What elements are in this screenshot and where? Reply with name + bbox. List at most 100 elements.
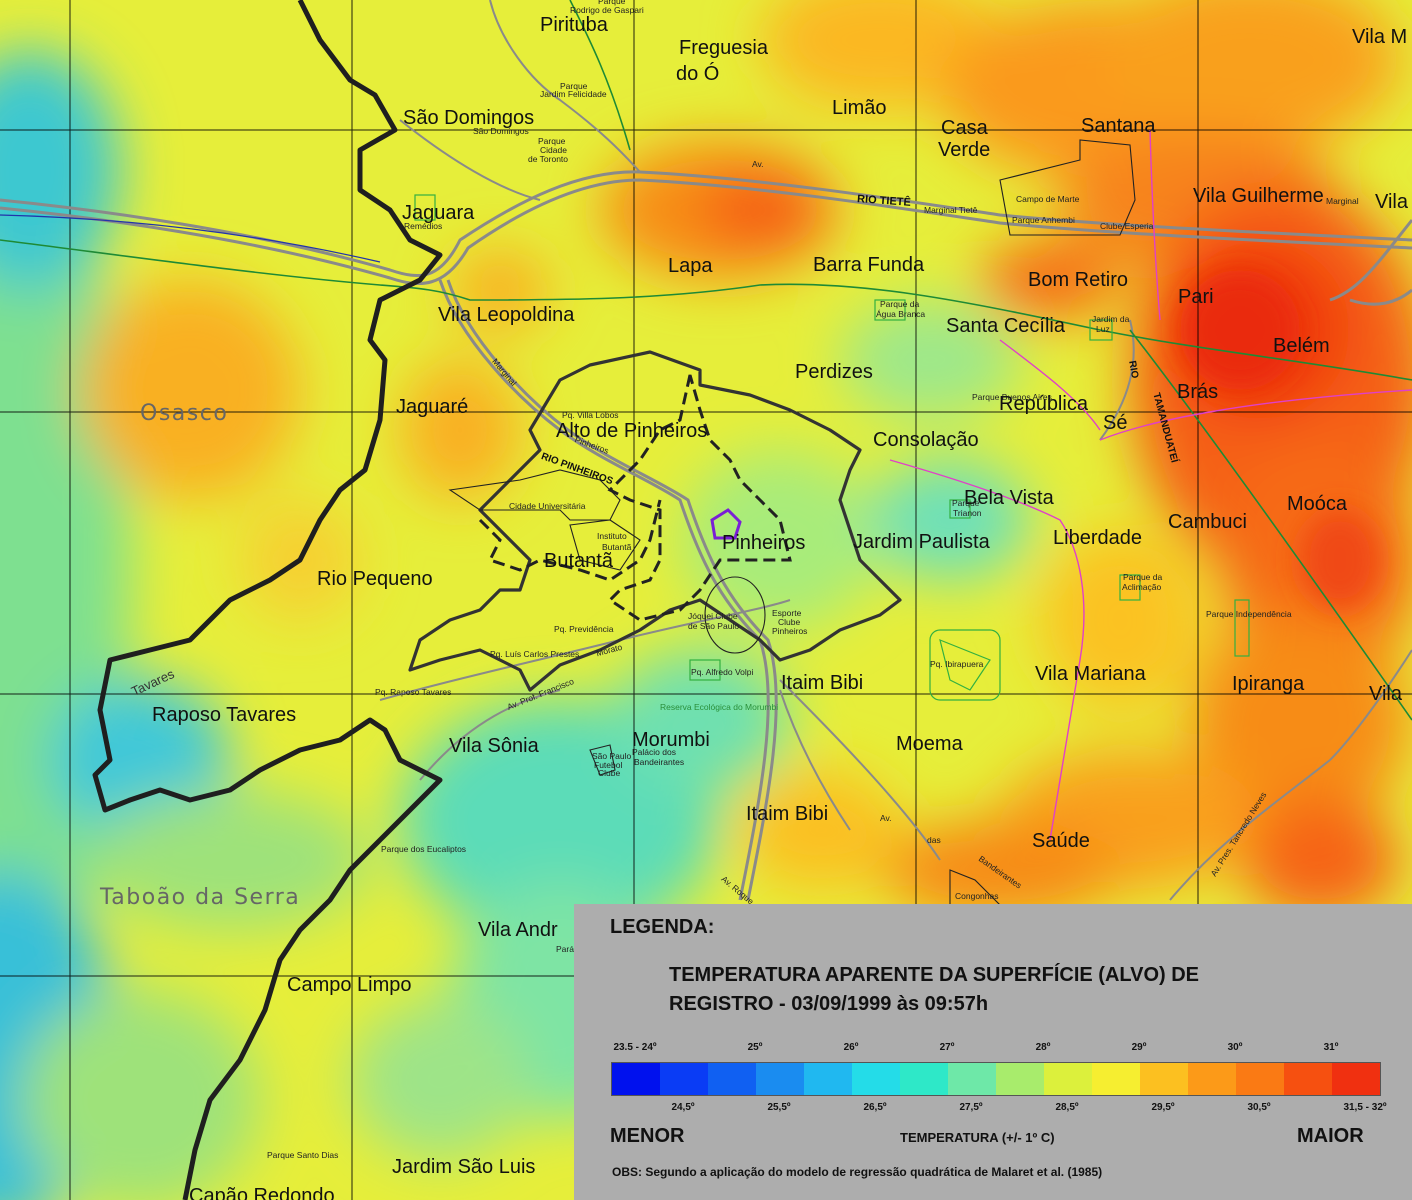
label-consolacao: Consolação <box>873 429 979 451</box>
legend-top-tick: 28º <box>1035 1042 1051 1053</box>
small-reserva-ecologica: Reserva Ecológica do Morumbi <box>660 702 779 712</box>
study-area <box>710 508 742 540</box>
scale-swatch-0 <box>612 1063 660 1095</box>
scale-swatch-2 <box>708 1063 756 1095</box>
small-parque-anhembi: Parque Anhembi <box>1012 215 1075 225</box>
scale-swatch-10 <box>1092 1063 1140 1095</box>
label-capao-redondo: Capão Redondo <box>189 1185 335 1200</box>
small-parque-independencia: Parque Independência <box>1206 609 1292 619</box>
small-parque-felicidade-1: Parque <box>560 81 588 91</box>
small-parque-trianon-2: Trianon <box>953 508 982 518</box>
label-se: Sé <box>1103 412 1128 434</box>
subprefecture-boundary <box>408 350 902 692</box>
label-jardim-sao-luis: Jardim São Luis <box>392 1156 536 1178</box>
small-congonhas: Congonhas <box>955 891 999 901</box>
legend-bottom-tick: 25,5º <box>767 1102 791 1113</box>
label-belem: Belém <box>1273 335 1330 357</box>
label-perdizes: Perdizes <box>795 361 873 383</box>
small-campo-de-marte: Campo de Marte <box>1016 194 1080 204</box>
label-vila-guilherme: Vila Guilherme <box>1193 185 1324 207</box>
river-tamanduatei-label-1: RIO <box>1126 359 1141 380</box>
legend-top-tick: 31º <box>1323 1042 1339 1053</box>
legend-top-tick: 27º <box>939 1042 955 1053</box>
small-parque-aclimacao-2: Aclimação <box>1122 582 1162 592</box>
label-bom-retiro: Bom Retiro <box>1028 269 1129 291</box>
scale-swatch-12 <box>1188 1063 1236 1095</box>
small-jockey-2: de São Paulo <box>688 621 740 631</box>
label-santana: Santana <box>1081 115 1156 137</box>
small-parque-eucaliptos: Parque dos Eucaliptos <box>381 844 467 854</box>
small-parque-agua-branca-2: Água Branca <box>876 309 926 319</box>
label-osasco: Osasco <box>140 401 229 426</box>
label-campo-limpo: Campo Limpo <box>287 974 412 996</box>
label-vila-sonia: Vila Sônia <box>449 735 539 757</box>
small-instituto-butanta-2: Butantã <box>602 542 632 552</box>
small-pq-villa-lobos: Pq. Villa Lobos <box>562 410 619 420</box>
label-pirituba: Pirituba <box>540 14 608 36</box>
label-do-o: do Ó <box>676 63 720 85</box>
legend-bottom-tick: 24,5º <box>671 1102 695 1113</box>
small-instituto-butanta-1: Instituto <box>597 531 627 541</box>
small-sao-domingos: São Domingos <box>473 126 529 136</box>
small-parque-toronto-1: Parque <box>538 136 566 146</box>
legend-max-label: MAIOR <box>1297 1125 1364 1147</box>
label-liberdade: Liberdade <box>1053 527 1142 549</box>
roads-layer <box>0 0 1412 901</box>
small-parque-toronto-3: de Toronto <box>528 154 569 164</box>
label-vila-bottom-right: Vila <box>1369 683 1402 705</box>
legend-note: OBS: Segundo a aplicação do modelo de re… <box>612 1165 1103 1179</box>
small-jockey-1: Jóquei Clube <box>688 611 738 621</box>
label-taboao-da-serra: Taboão da Serra <box>100 885 301 910</box>
label-sao-domingos: São Domingos <box>403 107 535 129</box>
small-futebol-1: São Paulo <box>592 751 632 761</box>
small-jardim-da-luz-1: Jardim da <box>1092 314 1130 324</box>
rail-lines <box>0 0 1412 721</box>
scale-swatch-3 <box>756 1063 804 1095</box>
legend-top-tick: 30º <box>1227 1042 1243 1053</box>
small-pq-alfredo-volpi: Pq. Alfredo Volpi <box>691 667 754 677</box>
small-pq-luis-carlos: Pq. Luís Carlos Prestes <box>490 649 580 659</box>
small-futebol-3: Clube <box>598 768 621 778</box>
legend-bottom-tick: 29,5º <box>1151 1102 1175 1113</box>
small-jardim-da-luz-2: Luz <box>1096 324 1110 334</box>
scale-swatch-5 <box>852 1063 900 1095</box>
small-futebol-2: Futebol <box>594 760 623 770</box>
scale-swatch-11 <box>1140 1063 1188 1095</box>
label-vila-leopoldina: Vila Leopoldina <box>438 304 575 326</box>
scale-swatch-15 <box>1332 1063 1380 1095</box>
metro-lines <box>889 129 1412 841</box>
small-pq-ibirapuera: Pq. Ibirapuera <box>930 659 984 669</box>
label-bras: Brás <box>1177 381 1219 403</box>
scale-swatch-14 <box>1284 1063 1332 1095</box>
label-moema: Moema <box>896 733 963 755</box>
legend-title-line2: REGISTRO - 03/09/1999 às 09:57h <box>669 993 989 1015</box>
scale-swatch-4 <box>804 1063 852 1095</box>
label-ipiranga: Ipiranga <box>1232 673 1305 695</box>
label-verde: Verde <box>938 139 991 161</box>
label-alto-de-pinheiros: Alto de Pinheiros <box>556 420 708 442</box>
label-raposo-tavares: Raposo Tavares <box>152 704 297 726</box>
small-parque-felicidade-2: Jardim Felicidade <box>540 89 607 99</box>
legend-axis-label: TEMPERATURA (+/- 1º C) <box>900 1130 1055 1145</box>
scale-swatch-1 <box>660 1063 708 1095</box>
label-vila-m: Vila M <box>1352 26 1408 48</box>
legend-title-line1: TEMPERATURA APARENTE DA SUPERFÍCIE (ALVO… <box>669 964 1200 986</box>
label-vila-right: Vila <box>1375 191 1408 213</box>
small-parque-buenos-aires: Parque Buenos Aires <box>972 392 1052 402</box>
legend-top-tick: 25º <box>747 1042 763 1053</box>
legend-bottom-tick: 26,5º <box>863 1102 887 1113</box>
label-pinheiros: Pinheiros <box>722 532 806 554</box>
small-palacio-1: Palácio dos <box>632 747 676 757</box>
legend-heading: LEGENDA: <box>610 916 715 938</box>
district-boundary-dashed <box>478 374 792 622</box>
label-mooca: Moóca <box>1287 493 1348 515</box>
small-parque-rodrigo: Parque <box>598 0 626 6</box>
legend-bottom-tick: 28,5º <box>1055 1102 1079 1113</box>
urban-outlines <box>448 139 1136 906</box>
scale-swatch-7 <box>948 1063 996 1095</box>
small-remedios: Remédios <box>404 221 443 231</box>
small-parque-aclimacao-1: Parque da <box>1123 572 1163 582</box>
small-pq-raposo-tavares: Pq. Raposo Tavares <box>375 687 452 697</box>
